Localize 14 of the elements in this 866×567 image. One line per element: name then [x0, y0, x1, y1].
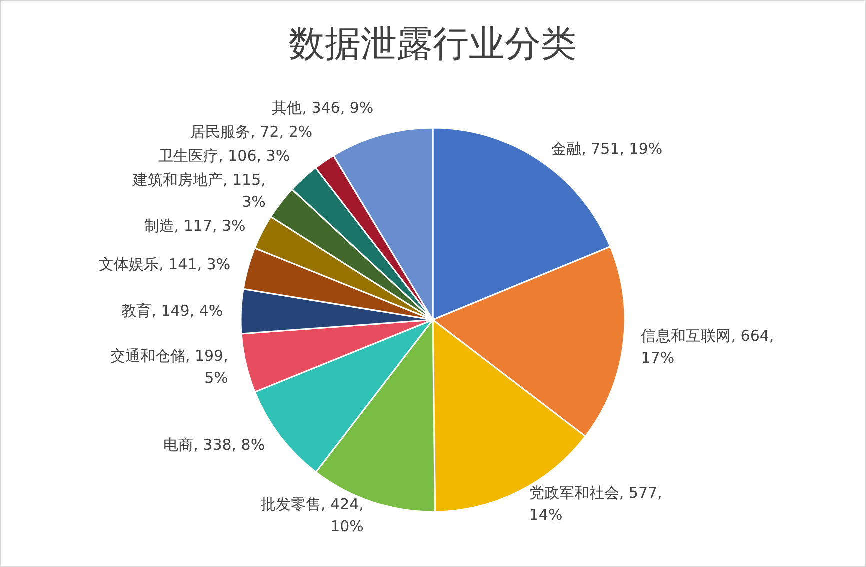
slice-label: 电商, 338, 8%	[164, 436, 266, 454]
slice-label: 交通和仓储, 199, 5%	[110, 346, 228, 387]
slice-label: 其他, 346, 9%	[272, 98, 374, 117]
chart-title: 数据泄露行业分类	[289, 24, 577, 65]
slice-label: 卫生医疗, 106, 3%	[158, 146, 290, 165]
slice-label: 党政军和社会, 577, 14%	[529, 484, 662, 524]
slice-label: 批发零售, 424, 10%	[261, 495, 364, 536]
slice-label: 信息和互联网, 664, 17%	[641, 326, 774, 367]
slice-label: 金融, 751, 19%	[552, 140, 663, 158]
slice-label: 文体娱乐, 141, 3%	[99, 256, 231, 274]
slice-label: 制造, 117, 3%	[144, 216, 246, 235]
slice-label: 建筑和房地产, 115, 3%	[132, 170, 266, 211]
slice-label: 教育, 149, 4%	[122, 302, 224, 320]
slice-label: 居民服务, 72, 2%	[190, 122, 313, 141]
